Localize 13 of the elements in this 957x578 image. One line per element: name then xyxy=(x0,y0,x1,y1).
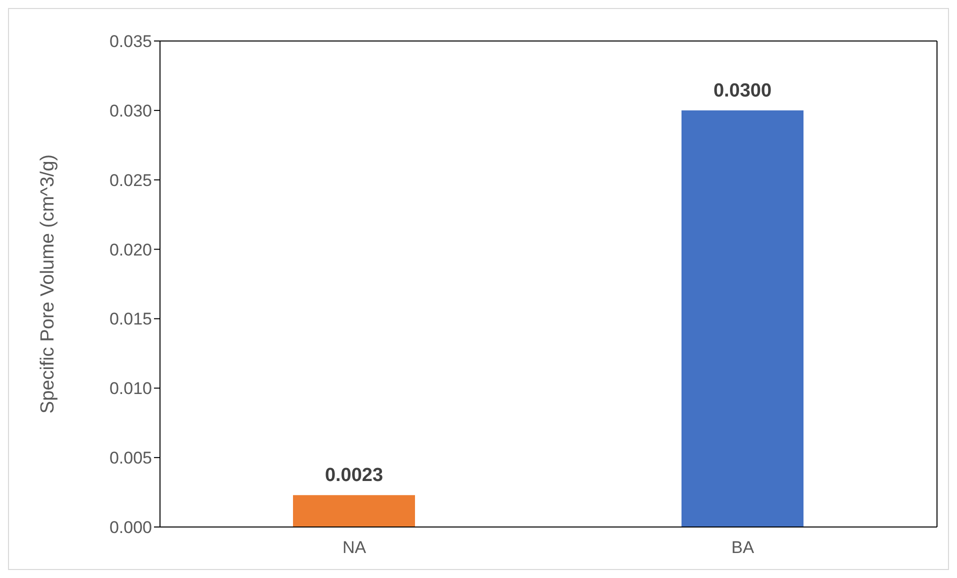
y-tick-label: 0.025 xyxy=(109,170,152,190)
data-label: 0.0023 xyxy=(324,465,384,486)
y-tick-label: 0.020 xyxy=(109,240,152,260)
y-tick-label: 0.000 xyxy=(109,518,152,538)
y-tick-label: 0.035 xyxy=(109,32,152,52)
y-tick-label: 0.015 xyxy=(109,310,152,329)
y-tick-label: 0.005 xyxy=(109,448,152,468)
x-tick-label: NA xyxy=(342,538,367,558)
y-tick-label: 0.030 xyxy=(109,101,152,120)
y-tick-label: 0.010 xyxy=(109,379,152,398)
y-axis-title: Specific Pore Volume (cm^3/g) xyxy=(38,154,59,414)
x-tick-label: BA xyxy=(731,538,755,558)
data-label: 0.0300 xyxy=(713,80,772,102)
